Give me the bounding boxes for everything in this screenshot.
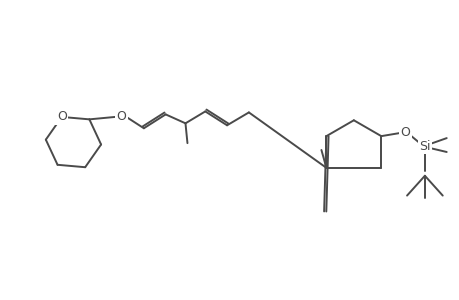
Text: Si: Si	[418, 140, 430, 152]
Text: O: O	[56, 110, 67, 123]
Text: O: O	[399, 126, 409, 139]
Text: O: O	[116, 110, 126, 123]
